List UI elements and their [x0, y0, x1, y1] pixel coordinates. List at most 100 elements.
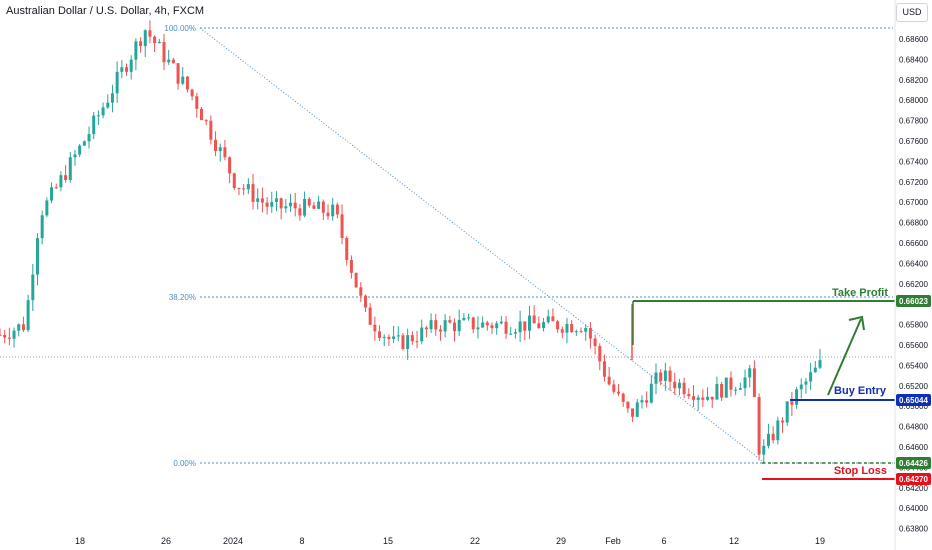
candle-body [434, 320, 438, 330]
candle-body [312, 205, 316, 209]
candle-body [157, 41, 161, 44]
price-tag-label: 0.64426 [899, 459, 928, 468]
candle-body [171, 59, 175, 64]
candle-body [21, 324, 25, 331]
candle-body [293, 202, 297, 209]
y-tick-label: 0.65600 [899, 341, 928, 350]
candle-body [546, 316, 550, 323]
candle-body [424, 327, 428, 330]
y-tick-label: 0.66800 [899, 219, 928, 228]
candle-body [326, 212, 330, 217]
candle-body [242, 188, 246, 190]
y-tick-label: 0.65400 [899, 361, 928, 370]
candle-body [396, 335, 400, 337]
candle-body [626, 401, 630, 409]
candle-body [359, 287, 363, 296]
candle-body [631, 408, 635, 417]
candle-body [387, 336, 391, 339]
candle-body [584, 327, 588, 332]
candle-body [762, 445, 766, 455]
candle-body [143, 30, 147, 47]
candle-body [246, 184, 250, 190]
y-tick-label: 0.64800 [899, 423, 928, 432]
x-tick-label: 12 [729, 536, 739, 546]
fib-label: 0.00% [173, 459, 196, 468]
candle-body [289, 202, 293, 207]
candle-body [645, 400, 649, 403]
candle-body [574, 331, 578, 333]
candle-body [223, 147, 227, 158]
candle-body [748, 368, 752, 378]
candle-body [82, 141, 86, 146]
candle-body [481, 322, 485, 328]
candle-body [45, 200, 49, 216]
candle-body [307, 198, 311, 206]
candle-body [73, 154, 77, 158]
candle-body [232, 173, 236, 189]
candle-body [551, 316, 555, 322]
candle-body [799, 384, 803, 390]
currency-button[interactable]: USD [896, 3, 928, 22]
y-tick-label: 0.64000 [899, 504, 928, 513]
candle-body [260, 198, 264, 203]
candle-body [134, 41, 138, 60]
candle-body [438, 329, 442, 332]
candle-body [265, 202, 269, 207]
candle-body [129, 59, 133, 72]
fib-trend-line [199, 27, 766, 464]
candle-body [532, 315, 536, 324]
candle-body [120, 67, 124, 72]
candle-body [274, 198, 278, 203]
candle-body [26, 300, 30, 331]
x-tick-label: 22 [470, 536, 480, 546]
candle-body [813, 367, 817, 373]
candle-body [635, 402, 639, 417]
candle-body [790, 401, 794, 405]
candle-body [490, 325, 494, 329]
y-tick-label: 0.65800 [899, 321, 928, 330]
candle-body [771, 433, 775, 441]
x-tick-label: 15 [383, 536, 393, 546]
x-tick-label: 6 [661, 536, 666, 546]
candle-body [724, 377, 728, 398]
stop-loss-label: Stop Loss [834, 465, 887, 477]
candle-body [181, 76, 185, 84]
candle-body [565, 324, 569, 333]
candle-body [204, 120, 208, 122]
candle-body [677, 382, 681, 389]
candle-body [579, 331, 583, 333]
candle-body [443, 320, 447, 332]
candle-body [640, 400, 644, 403]
candle-body [795, 389, 799, 405]
y-tick-label: 0.67600 [899, 137, 928, 146]
y-tick-label: 0.64200 [899, 484, 928, 493]
candle-body [560, 329, 564, 333]
candle-body [410, 335, 414, 342]
candle-body [378, 331, 382, 338]
candle-body [3, 334, 7, 338]
candle-body [368, 307, 372, 325]
candle-body [31, 274, 35, 301]
y-tick-label: 0.65000 [899, 402, 928, 411]
candle-body [209, 120, 213, 140]
candle-body [738, 388, 742, 390]
candle-body [654, 372, 658, 384]
candle-body [659, 372, 663, 381]
candle-body [190, 89, 194, 97]
candle-body [542, 322, 546, 329]
x-tick-label: Feb [605, 536, 621, 546]
candle-body [256, 198, 260, 202]
candle-body [317, 201, 321, 209]
candle-body [556, 321, 560, 330]
candle-body [321, 201, 325, 213]
candle-body [125, 67, 129, 72]
x-tick-label: 29 [556, 536, 566, 546]
candle-body [50, 187, 54, 201]
candle-body [518, 321, 522, 333]
candle-body [781, 420, 785, 423]
candle-body [415, 341, 419, 343]
candle-body [214, 139, 218, 152]
candle-body [499, 321, 503, 324]
y-tick-label: 0.67400 [899, 157, 928, 166]
